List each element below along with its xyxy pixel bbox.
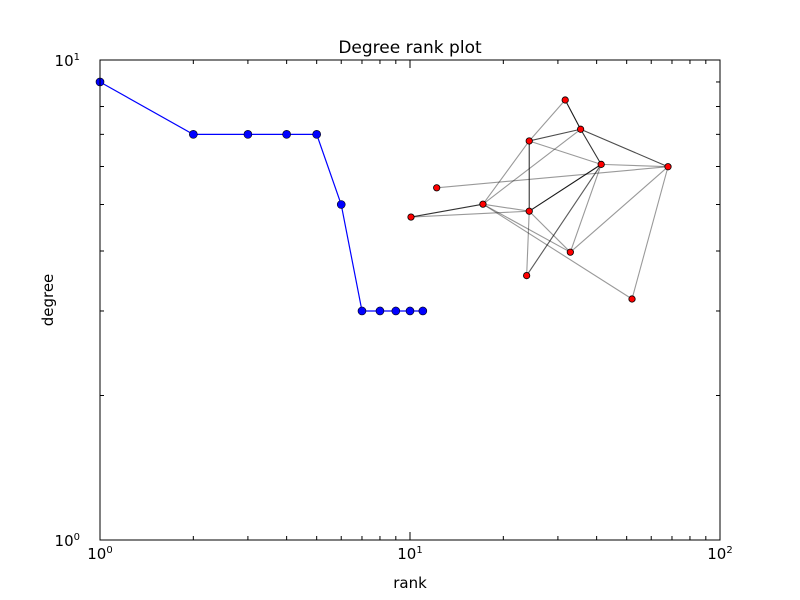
network-edge (410, 203, 484, 218)
network-node (628, 295, 636, 303)
network-edge (482, 203, 571, 253)
x-tick-label: 100 (87, 545, 112, 563)
degree-point (418, 306, 428, 316)
y-tick-base: 10 (55, 532, 74, 550)
network-edge (482, 203, 633, 300)
degree-point (312, 130, 321, 139)
degree-point (282, 130, 291, 139)
x-axis-label: rank (393, 574, 427, 592)
network-node (577, 125, 585, 133)
network-node (525, 137, 533, 145)
network-edge (580, 128, 602, 165)
network-edge (631, 166, 669, 300)
network-edge (526, 164, 602, 276)
network-node (407, 213, 415, 221)
x-tick-label: 101 (397, 545, 422, 563)
x-tick-exponent: 0 (106, 545, 112, 556)
network-edge (529, 140, 602, 165)
network-edge (526, 211, 530, 276)
y-tick-label: 101 (55, 52, 80, 70)
degree-point (336, 200, 346, 209)
network-node (433, 184, 441, 192)
plot-area (100, 60, 720, 540)
network-edges (410, 99, 669, 300)
degree-point (405, 306, 415, 316)
network-edge (528, 163, 602, 212)
network-edge (482, 128, 581, 205)
network-edge (580, 128, 669, 168)
network-node (523, 271, 531, 280)
degree-point (375, 306, 385, 316)
network-node (525, 207, 533, 215)
x-tick-exponent: 1 (416, 545, 422, 556)
degree-point (391, 306, 401, 316)
network-edge (526, 164, 602, 276)
network-edge (528, 99, 566, 142)
x-tick-base: 10 (397, 545, 416, 563)
network-edge (564, 99, 582, 130)
axes-frame (99, 59, 721, 541)
y-tick-exponent: 1 (74, 52, 80, 63)
network-node (479, 200, 487, 208)
network-edge (410, 210, 530, 218)
y-tick-exponent: 0 (74, 532, 80, 543)
network-nodes (407, 96, 672, 303)
network-inset (407, 96, 672, 303)
network-node (561, 96, 569, 104)
network-node (566, 248, 574, 256)
network-edge (436, 166, 669, 189)
chart-title: Degree rank plot (338, 38, 482, 58)
network-node (664, 163, 672, 171)
network-node (597, 160, 605, 168)
degree-series (95, 77, 428, 316)
y-tick-base: 10 (55, 52, 74, 70)
x-tick-base: 10 (87, 545, 106, 563)
network-edge (482, 203, 530, 212)
network-edge (482, 140, 530, 205)
degree-point (189, 130, 198, 139)
x-tick-label: 102 (707, 545, 732, 563)
x-tick-exponent: 2 (726, 545, 732, 556)
network-edge (601, 163, 669, 168)
network-edge (569, 164, 602, 253)
network-edge (529, 128, 581, 142)
degree-point (357, 306, 367, 316)
x-tick-base: 10 (707, 545, 726, 563)
y-tick-label: 100 (55, 532, 80, 550)
network-edge (528, 210, 571, 253)
degree-point (243, 130, 253, 139)
network-edge (569, 166, 669, 253)
y-axis-label: degree (39, 274, 57, 327)
